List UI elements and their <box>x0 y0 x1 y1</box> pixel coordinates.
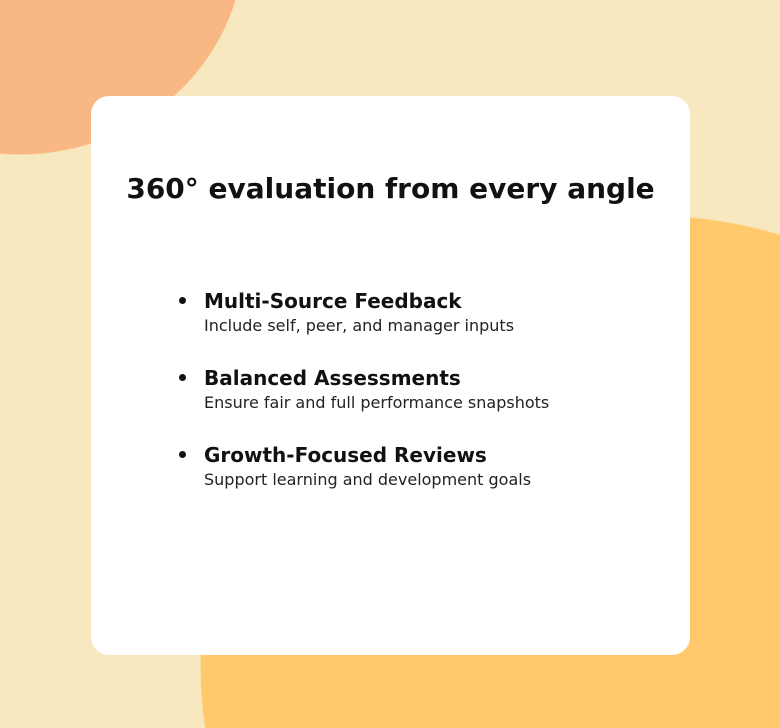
page-title: 360° evaluation from every angle <box>126 172 655 205</box>
list-item: Multi-Source Feedback Include self, peer,… <box>179 288 659 338</box>
list-item: Growth-Focused Reviews Support learning a… <box>179 442 659 492</box>
item-description: Ensure fair and full performance snapsho… <box>204 393 550 412</box>
item-title: Multi-Source Feedback <box>204 289 462 313</box>
content-card: 360° evaluation from every angle Multi-S… <box>91 96 690 655</box>
item-title: Growth-Focused Reviews <box>204 443 487 467</box>
bullet-icon <box>179 451 186 458</box>
list-item: Balanced Assessments Ensure fair and full… <box>179 365 659 415</box>
bullet-icon <box>179 297 186 304</box>
item-description: Include self, peer, and manager inputs <box>204 316 515 335</box>
feature-list: Multi-Source Feedback Include self, peer,… <box>179 288 659 519</box>
bullet-icon <box>179 374 186 381</box>
item-title: Balanced Assessments <box>204 366 461 390</box>
item-description: Support learning and development goals <box>204 470 532 489</box>
